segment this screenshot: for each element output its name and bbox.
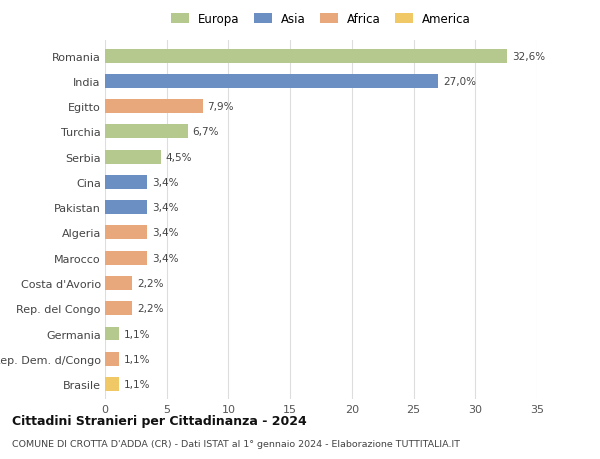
Bar bbox=[105, 327, 119, 341]
Bar bbox=[105, 175, 147, 190]
Bar bbox=[105, 352, 119, 366]
Text: 32,6%: 32,6% bbox=[512, 51, 545, 62]
Text: 3,4%: 3,4% bbox=[152, 178, 178, 187]
Bar bbox=[105, 302, 132, 315]
Text: 1,1%: 1,1% bbox=[124, 379, 150, 389]
Bar bbox=[105, 100, 203, 114]
Text: 1,1%: 1,1% bbox=[124, 329, 150, 339]
Bar bbox=[105, 251, 147, 265]
Text: 2,2%: 2,2% bbox=[137, 278, 164, 288]
Text: COMUNE DI CROTTA D'ADDA (CR) - Dati ISTAT al 1° gennaio 2024 - Elaborazione TUTT: COMUNE DI CROTTA D'ADDA (CR) - Dati ISTA… bbox=[12, 439, 460, 448]
Bar bbox=[105, 151, 161, 164]
Legend: Europa, Asia, Africa, America: Europa, Asia, Africa, America bbox=[171, 13, 471, 26]
Bar bbox=[105, 201, 147, 215]
Text: 6,7%: 6,7% bbox=[193, 127, 219, 137]
Text: Cittadini Stranieri per Cittadinanza - 2024: Cittadini Stranieri per Cittadinanza - 2… bbox=[12, 414, 307, 428]
Text: 7,9%: 7,9% bbox=[208, 102, 234, 112]
Bar bbox=[105, 125, 188, 139]
Text: 27,0%: 27,0% bbox=[443, 77, 476, 87]
Bar bbox=[105, 377, 119, 391]
Bar bbox=[105, 276, 132, 290]
Text: 3,4%: 3,4% bbox=[152, 203, 178, 213]
Text: 3,4%: 3,4% bbox=[152, 228, 178, 238]
Text: 4,5%: 4,5% bbox=[166, 152, 192, 162]
Text: 1,1%: 1,1% bbox=[124, 354, 150, 364]
Text: 3,4%: 3,4% bbox=[152, 253, 178, 263]
Bar bbox=[105, 226, 147, 240]
Bar bbox=[105, 50, 508, 63]
Bar bbox=[105, 75, 438, 89]
Text: 2,2%: 2,2% bbox=[137, 303, 164, 313]
